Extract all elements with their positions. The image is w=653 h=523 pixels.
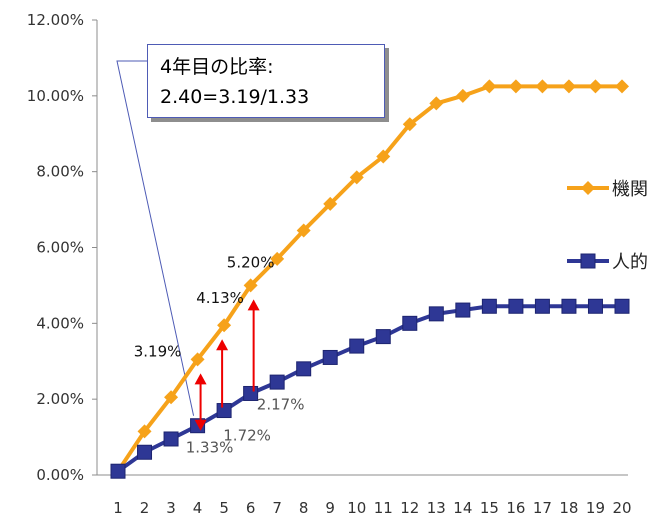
data-point (163, 431, 179, 447)
y-tick-label: 10.00% (27, 87, 84, 105)
data-point (349, 170, 364, 185)
data-labels: 5.20% 4.13% 3.19% 2.17% 1.72%1.33% (134, 253, 305, 456)
data-point (615, 79, 629, 94)
data-point (402, 117, 417, 132)
data-point (535, 79, 550, 94)
data-point (508, 298, 524, 314)
x-axis-tick-labels: 1 2 3 4 5 6 7 8 9 10 11 12 13 14 15 16 17 18 19 20 (113, 499, 631, 517)
data-label: 2.17% (257, 395, 305, 413)
x-tick-label: 10 (347, 499, 366, 517)
data-point (216, 403, 232, 419)
arrow-head (194, 373, 207, 385)
callout-pointer-line (116, 60, 195, 416)
data-point (323, 196, 338, 211)
x-tick-label: 16 (506, 499, 525, 517)
data-point (243, 385, 259, 401)
red-arrows (194, 299, 260, 431)
data-point (375, 329, 391, 345)
y-axis-tick-labels: 0.00% 2.00% 4.00% 6.00% 8.00% 10.00% 12.00% (27, 11, 97, 484)
data-point (137, 424, 152, 439)
data-point (482, 79, 497, 94)
chart-series (110, 79, 630, 479)
y-tick-label: 4.00% (36, 314, 84, 332)
x-tick-label: 20 (612, 499, 631, 517)
data-point (614, 298, 630, 314)
legend-label: 機関 (612, 179, 648, 200)
data-point (429, 96, 444, 111)
data-point (508, 79, 523, 94)
data-point (269, 374, 285, 390)
data-label: 4.13% (196, 289, 244, 307)
x-tick-label: 9 (325, 499, 335, 517)
data-point (110, 463, 126, 479)
data-label: 1.33% (186, 439, 234, 457)
data-point (455, 88, 470, 103)
data-label: 1.72% (223, 427, 271, 445)
data-point (402, 315, 418, 331)
data-label: 3.19% (134, 342, 182, 360)
x-tick-label: 8 (299, 499, 309, 517)
x-tick-label: 12 (400, 499, 419, 517)
x-tick-label: 1 (113, 499, 123, 517)
data-point (481, 298, 497, 314)
y-tick-label: 6.00% (36, 239, 84, 257)
x-tick-label: 3 (166, 499, 176, 517)
x-tick-label: 5 (219, 499, 229, 517)
legend-marker (580, 253, 596, 269)
y-tick-label: 12.00% (27, 11, 84, 29)
data-point (428, 306, 444, 322)
data-point (534, 298, 550, 314)
data-point (322, 349, 338, 365)
legend-label: 人的 (612, 252, 648, 273)
data-point (190, 352, 205, 367)
x-tick-label: 11 (374, 499, 393, 517)
data-point (588, 79, 603, 94)
x-tick-label: 17 (533, 499, 552, 517)
data-point (217, 318, 232, 333)
data-point (296, 223, 311, 238)
data-point (164, 390, 179, 405)
data-point (587, 298, 603, 314)
arrow-head (194, 419, 207, 431)
x-tick-label: 2 (140, 499, 150, 517)
x-tick-label: 7 (272, 499, 282, 517)
data-point (376, 149, 391, 164)
data-point (243, 278, 258, 293)
x-tick-label: 13 (427, 499, 446, 517)
x-tick-label: 6 (246, 499, 256, 517)
legend-marker (581, 181, 595, 195)
callout-line-2: 2.40=3.19/1.33 (160, 86, 310, 108)
y-tick-label: 8.00% (36, 163, 84, 181)
x-tick-label: 18 (559, 499, 578, 517)
x-tick-label: 14 (453, 499, 472, 517)
x-tick-label: 15 (480, 499, 499, 517)
data-point (137, 444, 153, 460)
data-point (349, 338, 365, 354)
data-point (455, 302, 471, 318)
data-label: 5.20% (227, 253, 275, 271)
callout-line-1: 4年目の比率: (160, 56, 274, 78)
x-tick-label: 4 (193, 499, 203, 517)
arrow-head (247, 299, 260, 311)
data-point (270, 251, 285, 266)
x-tick-label: 19 (586, 499, 605, 517)
y-tick-label: 2.00% (36, 390, 84, 408)
data-point (561, 79, 576, 94)
y-tick-label: 0.00% (36, 466, 84, 484)
data-point (561, 298, 577, 314)
arrow-head (216, 339, 229, 351)
callout-pointer (116, 60, 195, 416)
data-point (296, 361, 312, 377)
callout-box: 4年目の比率: 2.40=3.19/1.33 (147, 44, 385, 118)
